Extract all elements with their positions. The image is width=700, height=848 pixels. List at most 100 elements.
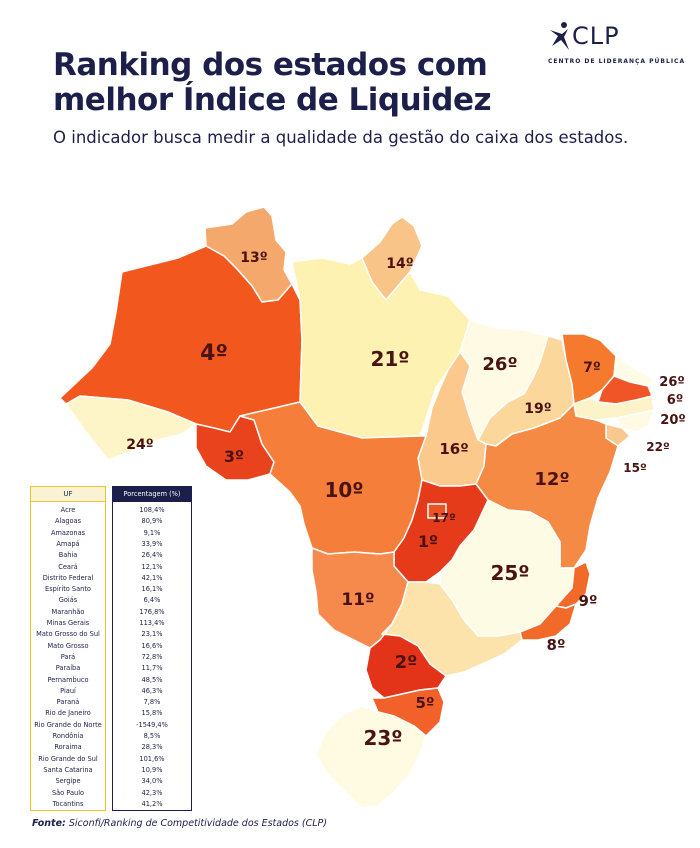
uf-column: Acre Alagoas Amazonas Amapá Bahia Ceará Distri… <box>30 502 106 811</box>
logo-text: CLP <box>572 22 620 50</box>
table-cell-percentage: 80,9% <box>141 517 163 526</box>
rank-label-ma: 26º <box>482 354 517 375</box>
rank-label-sc: 5º <box>416 694 435 712</box>
title-line-1: Ranking dos estados com <box>53 47 488 83</box>
table-cell-uf: Piauí <box>60 686 76 695</box>
table-cell-percentage: 33,9% <box>141 539 163 548</box>
table-cell-uf: Rondônia <box>52 732 84 740</box>
table-cell-uf: Minas Gerais <box>46 619 90 627</box>
table-cell-uf: Mato Grosso do Sul <box>36 630 100 639</box>
rank-label-pa: 21º <box>370 347 409 371</box>
rank-label-ac: 24º <box>126 437 153 453</box>
rank-labels: 13º 14º 4º 21º 26º 7º 26º 6º 20º 22º 15º 19º 24º 3º 16… <box>126 250 685 750</box>
table-cell-uf: Roraima <box>54 743 82 752</box>
logo-subtitle: CENTRO DE LIDERANÇA PÚBLICA <box>548 58 686 65</box>
table-cell-percentage: 42,1% <box>141 573 163 582</box>
page-subtitle: O indicador busca medir a qualidade da g… <box>53 128 629 147</box>
source-text: Siconfi/Ranking de Competitividade dos E… <box>68 818 327 829</box>
state-shapes <box>59 206 655 809</box>
rank-label-ro: 3º <box>224 447 244 466</box>
table-cell-uf: Paraná <box>56 698 80 707</box>
rank-label-mg: 25º <box>490 561 529 585</box>
table-cell-percentage: 6,4% <box>143 596 161 605</box>
table-cell-percentage: 9,1% <box>143 528 161 537</box>
table-cell-percentage: 41,2% <box>141 799 163 808</box>
table-cell-percentage: 23,1% <box>141 630 163 639</box>
table-cell-uf: Rio de Janeiro <box>45 709 91 718</box>
table-cell-uf: São Paulo <box>51 788 85 797</box>
table-cell-uf: Amazonas <box>50 528 86 537</box>
table-cell-percentage: 101,6% <box>139 754 165 763</box>
rank-label-pr: 2º <box>395 652 418 673</box>
table-cell-uf: Amapá <box>56 539 80 548</box>
table-cell-uf: Paraíba <box>55 664 81 673</box>
table-cell-uf: Pará <box>60 652 76 661</box>
clp-figure-icon <box>550 22 569 50</box>
table-cell-percentage: 11,7% <box>141 664 163 673</box>
source-note: Fonte: Siconfi/Ranking de Competitividad… <box>32 818 327 829</box>
table-header-uf: UF <box>30 486 106 502</box>
table-cell-percentage: 8,5% <box>143 732 161 740</box>
rank-label-mt: 10º <box>324 478 363 502</box>
table-cell-percentage: 16,1% <box>141 585 163 594</box>
rank-label-se: 15º <box>623 461 647 475</box>
table-cell-uf: Acre <box>60 506 76 514</box>
rank-label-rj: 8º <box>547 636 566 654</box>
table-cell-percentage: 26,4% <box>141 551 163 560</box>
clp-logo: CLP CENTRO DE LIDERANÇA PÚBLICA <box>548 20 688 72</box>
table-cell-percentage: 34,0% <box>141 777 163 786</box>
rank-label-al: 22º <box>646 440 670 454</box>
rank-label-ce: 7º <box>583 360 601 376</box>
rank-label-ap: 14º <box>386 256 413 272</box>
table-cell-percentage: 15,8% <box>141 709 163 718</box>
table-cell-uf: Distrito Federal <box>42 573 94 582</box>
table-cell-uf: Ceará <box>58 562 78 571</box>
table-cell-percentage: 108,4% <box>139 506 165 514</box>
rank-label-am: 4º <box>200 341 228 366</box>
table-header-percentage: Porcentagem (%) <box>112 486 192 502</box>
table-cell-uf: Maranhão <box>51 607 85 616</box>
state-rj <box>519 603 577 641</box>
rank-label-rr: 13º <box>240 250 267 266</box>
rank-label-ms: 11º <box>341 590 374 610</box>
table-cell-percentage: 72,8% <box>141 652 163 661</box>
table-cell-uf: Tocantins <box>52 799 84 808</box>
rank-label-df: 17º <box>432 511 456 525</box>
rank-label-pi: 19º <box>524 401 551 417</box>
table-cell-uf: Bahia <box>58 551 78 560</box>
table-cell-percentage: 16,6% <box>141 641 163 650</box>
rank-label-to: 16º <box>439 440 468 458</box>
page-title: Ranking dos estados com melhor Índice de… <box>53 47 492 118</box>
rank-label-pb: 6º <box>667 393 683 408</box>
table-cell-uf: Pernambuco <box>47 675 89 684</box>
table-cell-uf: Rio Grande do Norte <box>34 720 102 729</box>
table-cell-percentage: 176,8% <box>139 607 165 616</box>
table-cell-uf: Mato Grosso <box>47 641 89 650</box>
table-cell-uf: Rio Grande do Sul <box>38 754 98 763</box>
rank-label-es: 9º <box>579 592 598 610</box>
table-cell-uf: Sergipe <box>55 777 81 786</box>
table-cell-percentage: 10,9% <box>141 765 163 774</box>
table-cell-percentage: 7,8% <box>143 698 161 707</box>
percentage-column: 108,4% 80,9% 9,1% 33,9% 26,4% 12,1% 42,1% 16,1%… <box>112 502 192 811</box>
rank-label-go: 1º <box>418 532 438 551</box>
title-line-2: melhor Índice de Liquidez <box>53 82 492 118</box>
rank-label-pe: 20º <box>660 413 685 428</box>
table-cell-uf: Espírito Santo <box>45 585 91 594</box>
rank-label-ba: 12º <box>534 469 569 490</box>
rank-label-rs: 23º <box>363 726 402 750</box>
state-rs <box>315 705 427 809</box>
table-cell-percentage: 48,5% <box>141 675 163 684</box>
table-cell-percentage: 12,1% <box>141 562 163 571</box>
source-label: Fonte: <box>32 818 66 829</box>
table-cell-percentage: 42,3% <box>141 788 163 797</box>
table-cell-percentage: 46,3% <box>141 686 163 695</box>
table-cell-uf: Goiás <box>58 596 78 605</box>
table-cell-percentage: -1549,4% <box>136 720 168 729</box>
table-cell-percentage: 113,4% <box>139 619 165 627</box>
state-df <box>427 503 447 519</box>
table-cell-uf: Santa Catarina <box>43 765 93 774</box>
table-cell-uf: Alagoas <box>54 517 82 526</box>
state-pr <box>365 623 447 699</box>
